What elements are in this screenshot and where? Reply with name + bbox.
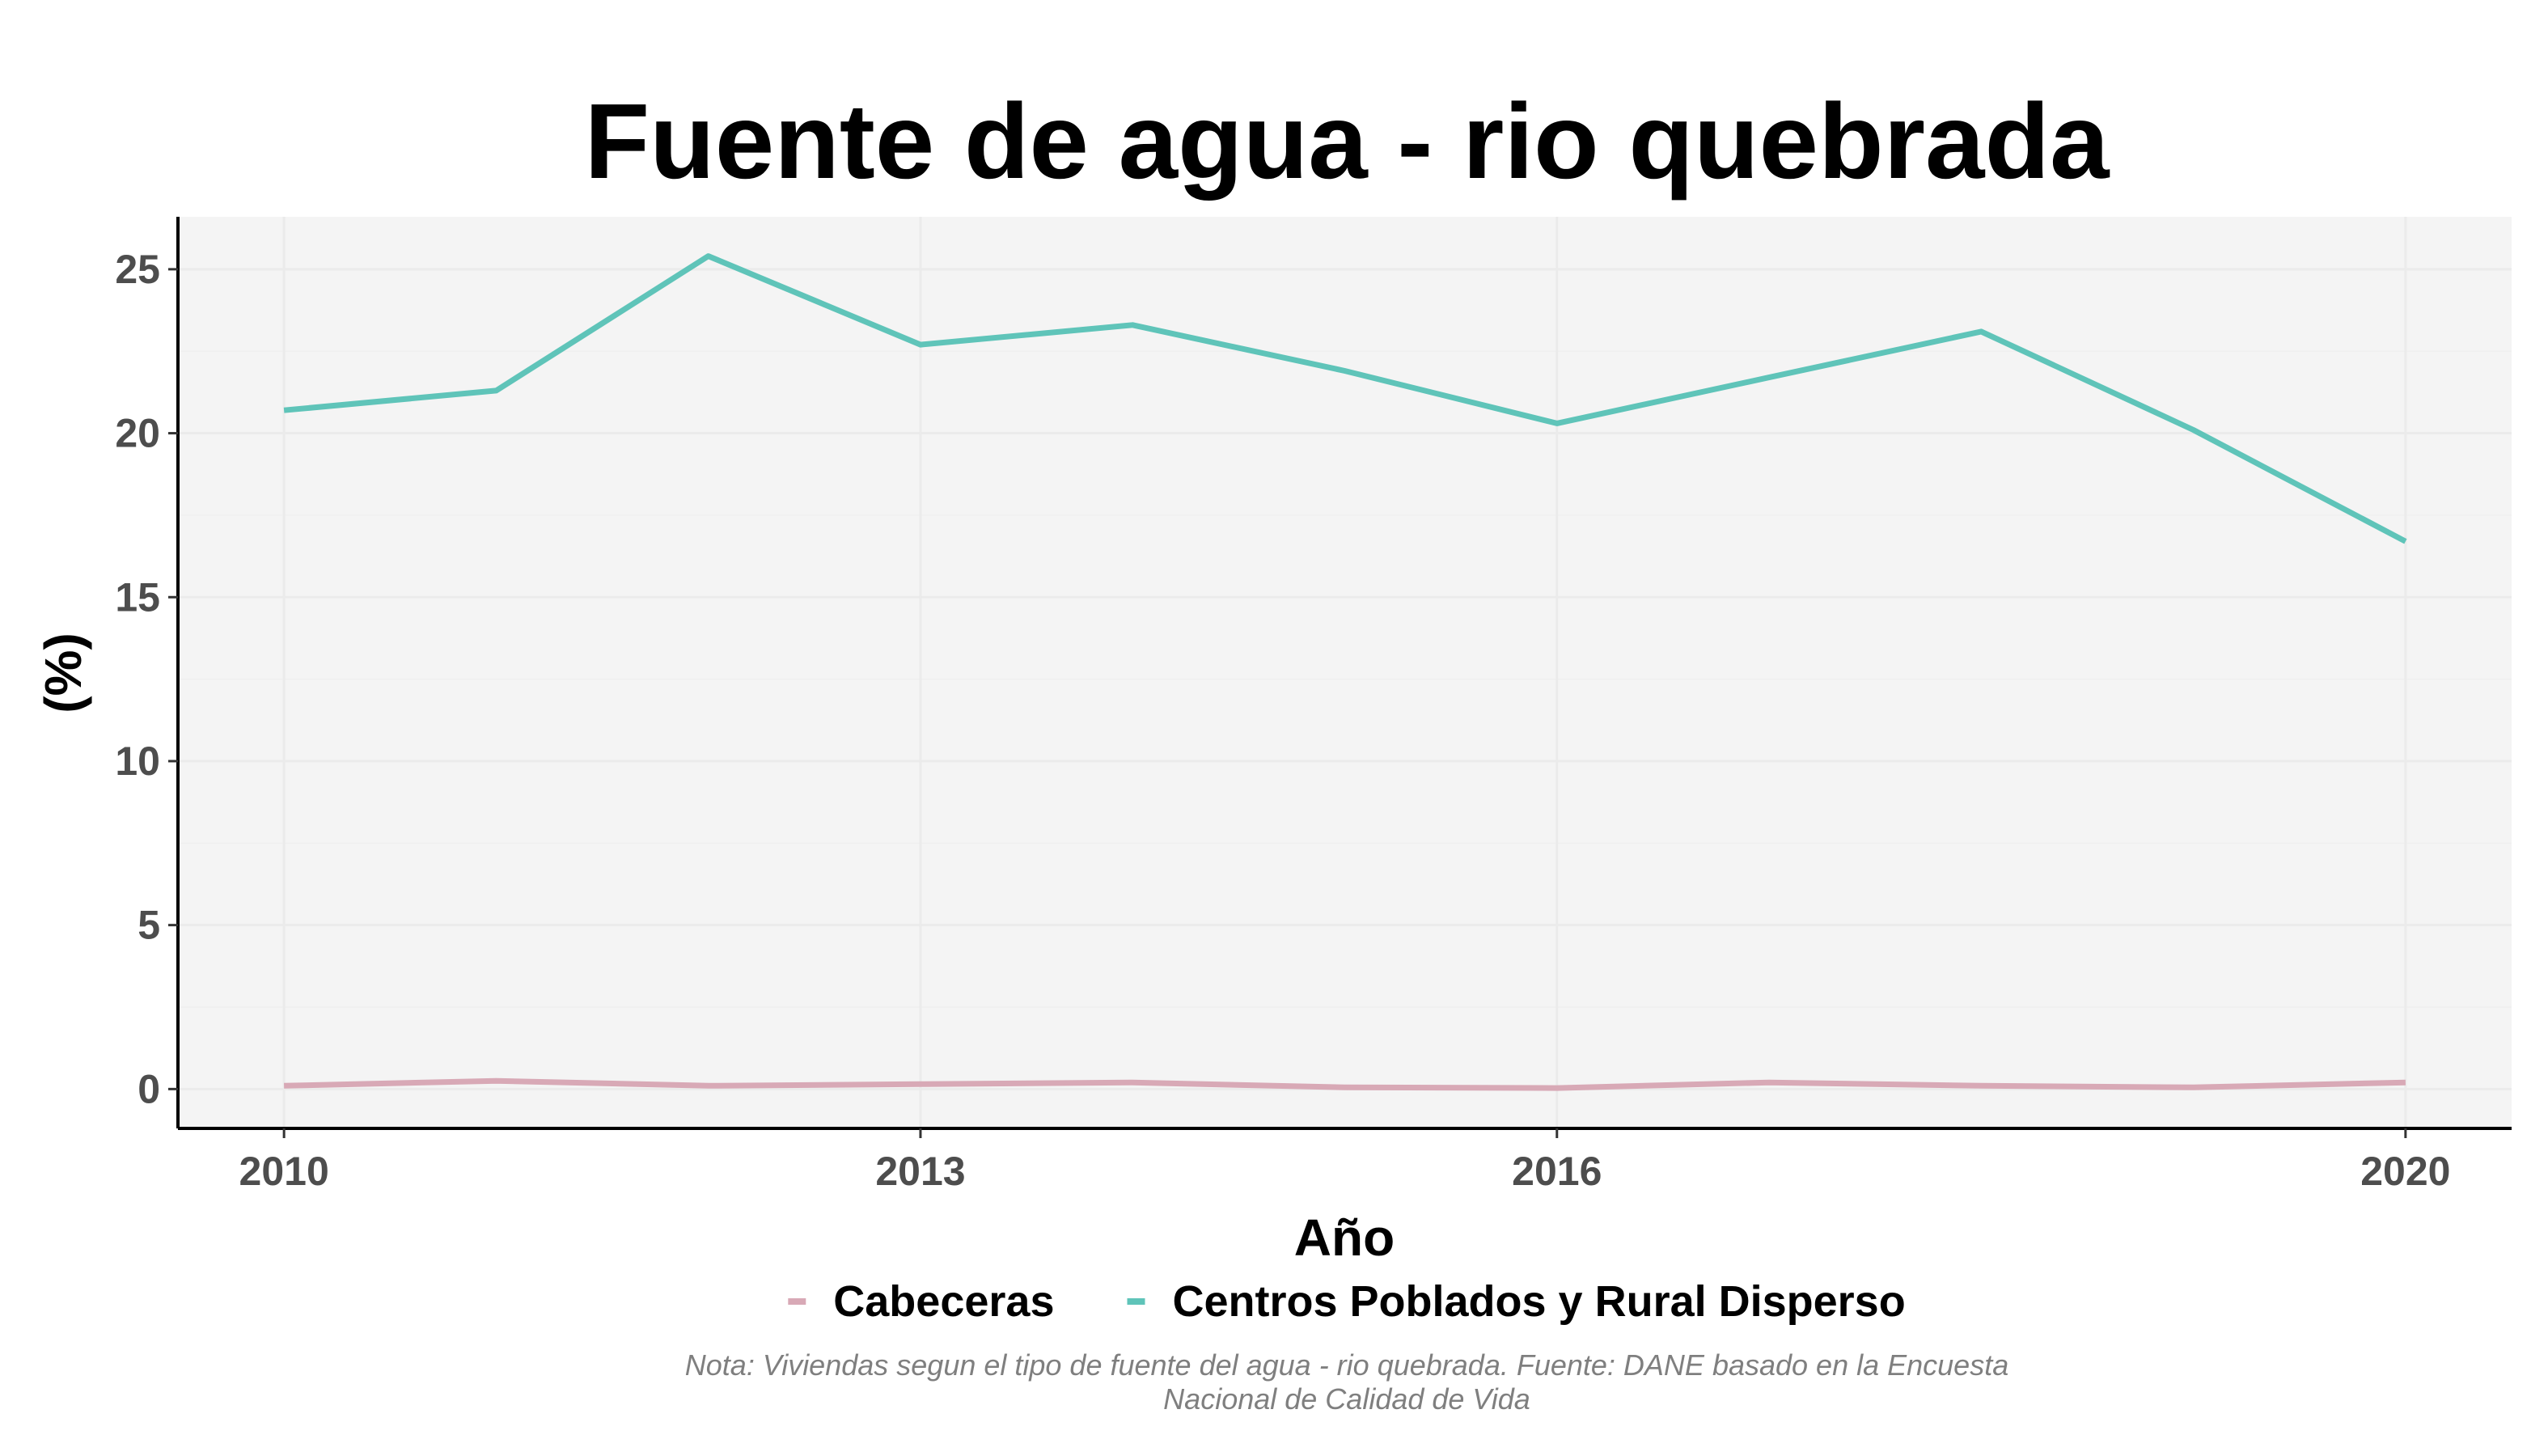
- y-tick-label: 5: [138, 903, 160, 948]
- legend-label: Centros Poblados y Rural Disperso: [1172, 1277, 1905, 1326]
- x-tick-label: 2016: [1512, 1149, 1602, 1194]
- chart-title: Fuente de agua - rio quebrada: [585, 82, 2111, 201]
- y-axis-ticks: 0 5 10 15 20 25: [115, 247, 178, 1111]
- y-tick-label: 25: [115, 247, 160, 292]
- series-line: [283, 253, 2407, 544]
- x-tick-label: 2010: [239, 1149, 329, 1194]
- caption-line-2: Nacional de Calidad de Vida: [1163, 1382, 1530, 1416]
- x-axis-title: Año: [1294, 1208, 1395, 1267]
- x-tick-label: 2020: [2360, 1149, 2450, 1194]
- y-tick-label: 0: [138, 1066, 160, 1111]
- y-tick-label: 15: [115, 574, 160, 620]
- grid-lines: [178, 217, 2512, 1128]
- y-tick-label: 20: [115, 411, 160, 456]
- plot-panel: [178, 217, 2512, 1128]
- y-tick-label: 10: [115, 739, 160, 784]
- legend: Cabeceras Centros Poblados y Rural Disper…: [788, 1277, 1906, 1326]
- y-axis-title: (%): [34, 633, 92, 713]
- series-line: [284, 1077, 2406, 1091]
- legend-label: Cabeceras: [833, 1277, 1054, 1326]
- x-axis-ticks: 2010 2013 2016 2020: [239, 1128, 2450, 1194]
- caption-line-1: Nota: Viviendas segun el tipo de fuente …: [685, 1348, 2008, 1382]
- series-lines: [283, 253, 2407, 1091]
- x-tick-label: 2013: [875, 1149, 965, 1194]
